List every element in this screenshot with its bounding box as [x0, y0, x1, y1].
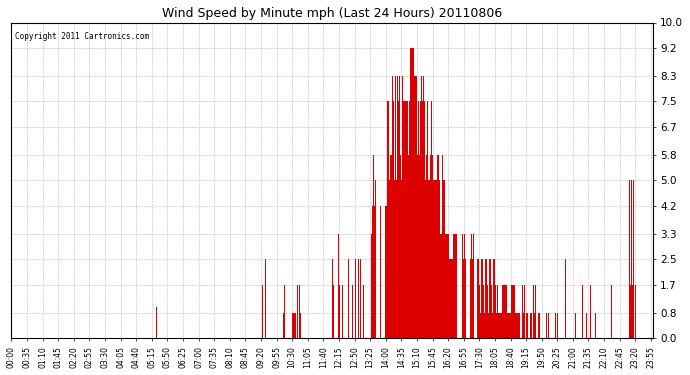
Title: Wind Speed by Minute mph (Last 24 Hours) 20110806: Wind Speed by Minute mph (Last 24 Hours)…	[162, 7, 502, 20]
Text: Copyright 2011 Cartronics.com: Copyright 2011 Cartronics.com	[14, 32, 149, 41]
